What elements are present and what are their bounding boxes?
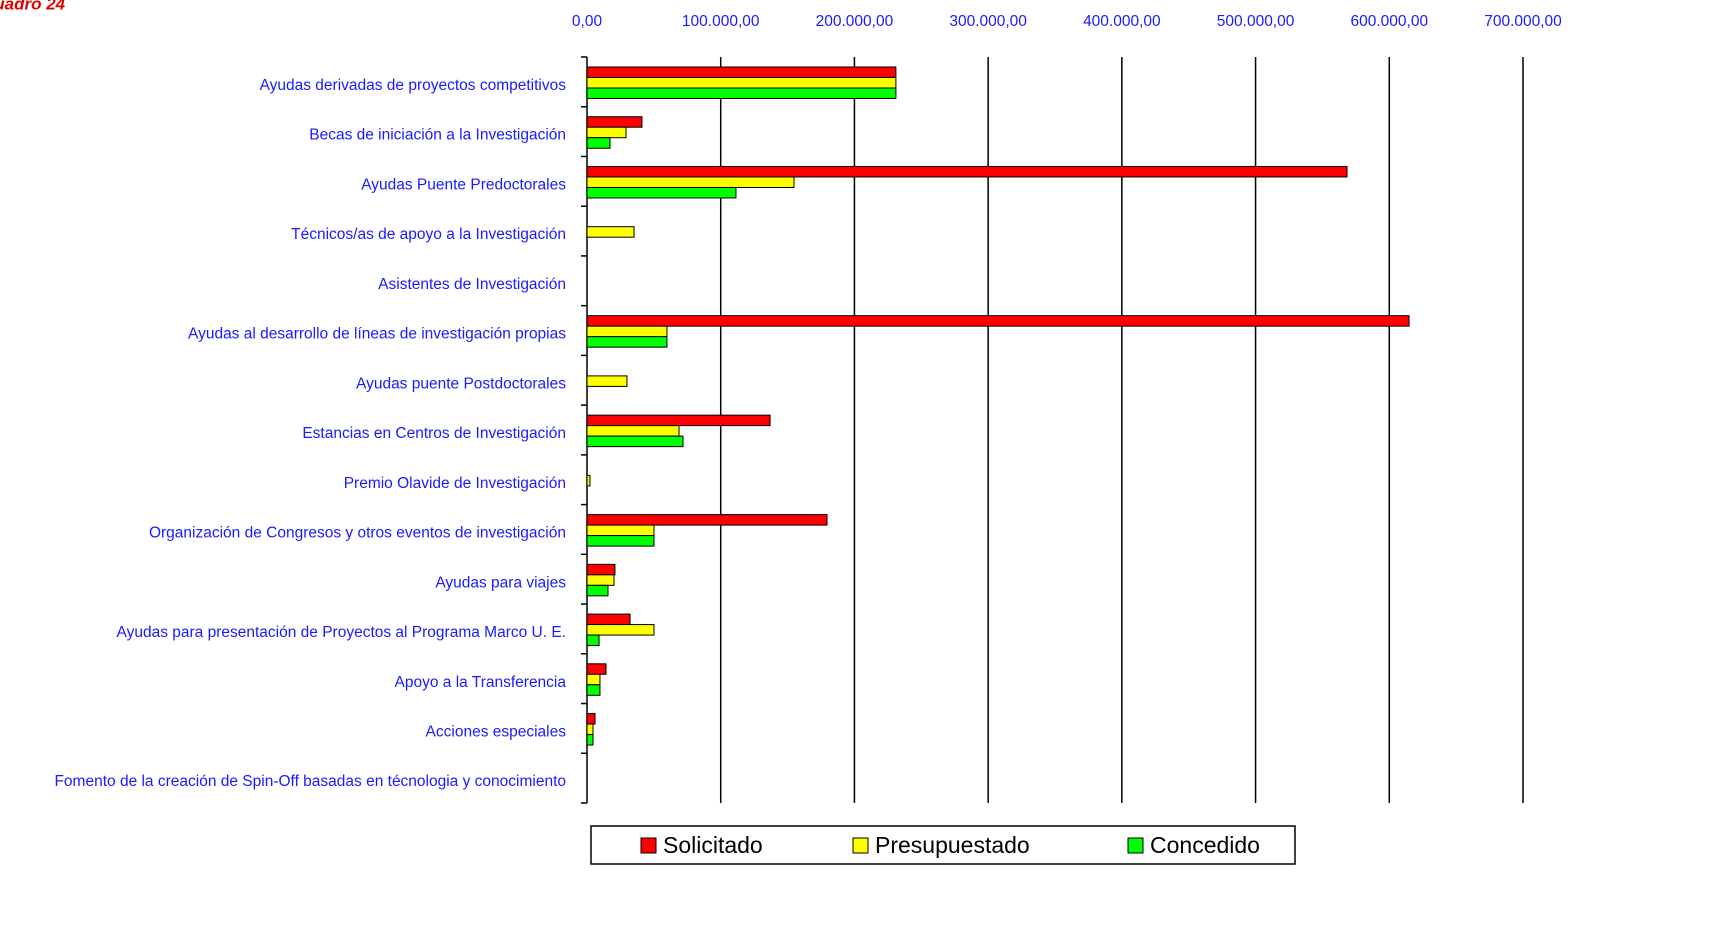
bar — [586, 734, 594, 746]
bar — [586, 336, 668, 348]
bar — [586, 414, 771, 427]
bar — [586, 723, 594, 736]
bar — [586, 634, 600, 647]
y-tick-label: Ayudas Puente Predoctorales — [361, 176, 566, 193]
legend-label: Presupuestado — [875, 832, 1030, 858]
bar — [586, 116, 643, 128]
bar — [586, 584, 609, 597]
bar — [586, 226, 635, 238]
bar — [586, 563, 616, 576]
legend-box — [590, 825, 1296, 865]
bar — [586, 663, 607, 675]
y-tick-label: Ayudas para viajes — [435, 574, 566, 591]
bar — [586, 524, 655, 537]
bar — [586, 176, 795, 188]
bar — [586, 165, 1348, 178]
bar — [586, 684, 601, 696]
legend-label: Solicitado — [663, 832, 763, 858]
y-tick-label: Asistentes de Investigación — [378, 276, 566, 293]
y-tick-label: Becas de iniciación a la Investigación — [309, 127, 566, 144]
y-tick-label: Apoyo a la Transferencia — [395, 674, 567, 691]
bar — [586, 87, 897, 99]
bar — [586, 126, 627, 139]
bar — [586, 425, 680, 437]
y-tick-label: Ayudas para presentación de Proyectos al… — [117, 624, 566, 641]
bar — [586, 186, 737, 199]
bar — [586, 375, 628, 387]
x-tick-label: 700.000,00 — [1484, 13, 1562, 30]
bar — [586, 673, 601, 686]
legend-swatch — [640, 837, 657, 854]
y-tick-label: Acciones especiales — [426, 723, 567, 740]
bar — [586, 613, 631, 626]
bar — [586, 474, 591, 487]
bar — [586, 535, 655, 547]
x-tick-label: 300.000,00 — [949, 13, 1027, 30]
y-tick-label: Fomento de la creación de Spin-Off basad… — [54, 773, 566, 790]
bar — [586, 77, 897, 89]
x-tick-label: 400.000,00 — [1083, 13, 1161, 30]
bar — [586, 574, 615, 586]
y-tick-label: Ayudas al desarrollo de líneas de invest… — [188, 326, 566, 343]
bar — [586, 435, 684, 448]
bar — [586, 713, 596, 725]
x-tick-label: 500.000,00 — [1217, 13, 1295, 30]
y-tick-label: Ayudas derivadas de proyectos competitiv… — [260, 77, 567, 94]
y-tick-label: Técnicos/as de apoyo a la Investigación — [291, 226, 566, 243]
y-tick-label: Premio Olavide de Investigación — [344, 475, 566, 492]
legend-swatch — [852, 837, 869, 854]
x-tick-label: 100.000,00 — [682, 13, 760, 30]
bar — [586, 624, 655, 636]
bar — [586, 514, 828, 526]
bar — [586, 315, 1410, 327]
y-tick-label: Ayudas puente Postdoctorales — [356, 375, 566, 392]
y-tick-label: Organización de Congresos y otros evento… — [149, 525, 566, 542]
x-tick-label: 600.000,00 — [1350, 13, 1428, 30]
legend-swatch — [1127, 837, 1144, 854]
legend-label: Concedido — [1150, 832, 1260, 858]
bar — [586, 66, 897, 78]
x-tick-label: 0,00 — [572, 13, 603, 30]
bar — [586, 137, 611, 149]
chart-title: Cuadro 24 — [0, 0, 66, 13]
y-tick-label: Estancias en Centros de Investigación — [302, 425, 566, 442]
x-tick-label: 200.000,00 — [816, 13, 894, 30]
bar — [586, 325, 668, 338]
